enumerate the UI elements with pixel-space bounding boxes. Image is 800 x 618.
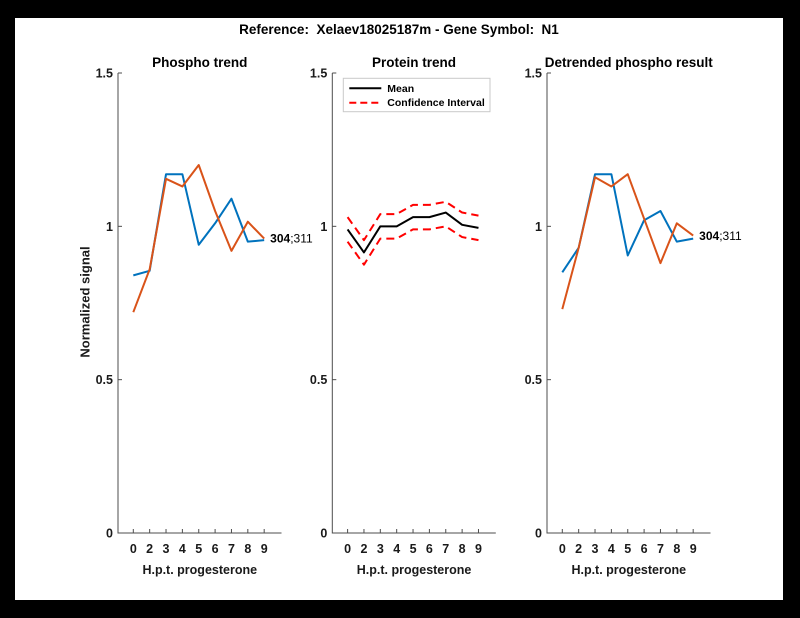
series-line-phospho-site-311 [561, 173, 694, 310]
y-tick-label: 0.5 [96, 373, 113, 387]
series-line-mean [346, 211, 479, 254]
x-tick-label: 2 [146, 542, 153, 556]
x-axis-label: H.p.t. progesterone [571, 563, 686, 577]
series-line-phospho-site-304 [133, 173, 265, 277]
x-tick-label: 5 [410, 542, 417, 556]
y-tick-label: 1 [106, 220, 113, 234]
x-tick-label: 5 [195, 542, 202, 556]
x-tick-label: 9 [475, 542, 482, 556]
figure-title: Reference: Xelaev18025187m - Gene Symbol… [239, 22, 559, 37]
legend-label: Mean [387, 83, 414, 95]
panel-title: Phospho trend [152, 55, 247, 70]
x-tick-label: 8 [459, 542, 466, 556]
y-tick-label: 1.5 [96, 67, 113, 81]
series-annotation: 304;311 [270, 231, 313, 245]
x-axis-label: H.p.t. progesterone [357, 563, 472, 577]
x-tick-label: 0 [559, 542, 566, 556]
y-tick-label: 0.5 [310, 373, 327, 387]
y-tick-label: 0.5 [525, 373, 542, 387]
x-tick-label: 8 [673, 542, 680, 556]
y-tick-label: 0 [320, 527, 327, 541]
x-tick-label: 6 [641, 542, 648, 556]
x-tick-label: 9 [690, 542, 697, 556]
series-line-confidence-interval-upper [346, 200, 479, 242]
x-tick-label: 7 [228, 542, 235, 556]
x-tick-label: 2 [360, 542, 367, 556]
figure-window: Reference: Xelaev18025187m - Gene Symbol… [15, 18, 783, 600]
x-tick-label: 6 [212, 542, 219, 556]
panel-title: Detrended phospho result [545, 55, 714, 70]
panel-title: Protein trend [372, 55, 456, 70]
x-tick-label: 0 [130, 542, 137, 556]
x-tick-label: 3 [163, 542, 170, 556]
x-axis-label: H.p.t. progesterone [142, 563, 257, 577]
x-tick-label: 6 [426, 542, 433, 556]
x-tick-label: 4 [608, 542, 615, 556]
x-tick-label: 7 [442, 542, 449, 556]
x-tick-label: 8 [244, 542, 251, 556]
x-tick-label: 7 [657, 542, 664, 556]
legend-label: Confidence Interval [387, 97, 485, 109]
legend-frame [342, 77, 491, 113]
series-annotation: 304;311 [699, 229, 742, 243]
y-tick-label: 1 [535, 220, 542, 234]
x-tick-label: 3 [592, 542, 599, 556]
axis-spines [117, 73, 282, 534]
axis-spines [331, 73, 496, 534]
x-tick-label: 4 [393, 542, 400, 556]
x-tick-label: 5 [624, 542, 631, 556]
y-tick-label: 1.5 [525, 67, 542, 81]
legend: Mean Confidence Interval [342, 77, 491, 113]
series-line-phospho-site-304 [561, 173, 694, 273]
y-tick-label: 1 [320, 220, 327, 234]
x-tick-label: 2 [575, 542, 582, 556]
x-tick-label: 4 [179, 542, 186, 556]
y-tick-label: 0 [106, 527, 113, 541]
series-line-confidence-interval-lower [346, 225, 479, 266]
y-tick-label: 0 [535, 527, 542, 541]
axis-spines [546, 73, 711, 534]
series-line-phospho-site-311 [132, 164, 265, 313]
y-tick-label: 1.5 [310, 67, 327, 81]
x-tick-label: 9 [261, 542, 268, 556]
x-tick-label: 0 [344, 542, 351, 556]
x-tick-label: 3 [377, 542, 384, 556]
